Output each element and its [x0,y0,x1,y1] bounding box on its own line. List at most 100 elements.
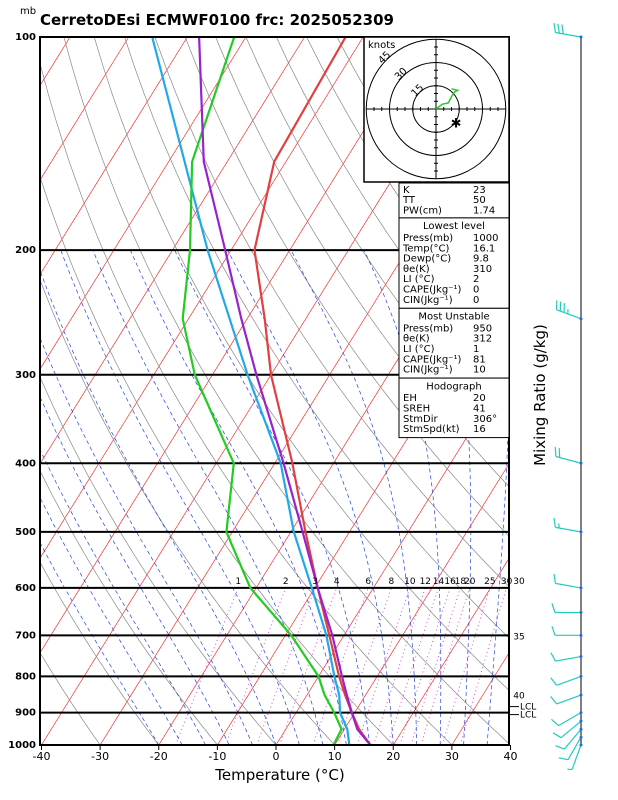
parcel-profile [198,37,372,745]
index-label: Press(mb) [403,323,453,334]
x-axis-title: Temperature (°C) [214,766,344,784]
moist-adiabat [40,448,207,745]
index-label: CAPE(Jkg⁻¹) [403,354,461,365]
x-tick-label: 40 [504,750,518,763]
index-label: StmSpd(kt) [403,424,460,435]
index-label: PW(cm) [403,205,442,216]
pressure-tick-label: 500 [15,527,36,538]
barb-flag [558,757,569,761]
index-label: Dewp(°C) [403,254,451,265]
barb-flag [551,603,556,613]
pressure-tick-label: 900 [15,708,36,719]
wind-barb [553,573,583,590]
moist-adiabat [40,269,277,745]
index-label: K [403,185,410,196]
index-value: 16 [473,424,486,435]
pressure-tick-label: 800 [15,671,36,682]
wind-barb [558,735,583,761]
index-value: 41 [473,404,486,415]
index-value: 1.74 [473,205,495,216]
isotherm [40,37,130,181]
index-label: Press(mb) [403,233,453,244]
pressure-tick-label: 300 [15,370,36,381]
wind-barb [555,727,583,750]
barb-base [579,461,583,465]
barb-base [579,530,583,534]
barb-base [579,611,583,615]
barb-base [579,735,583,739]
barb-base [579,586,583,590]
barb-base [579,674,583,678]
mixing-ratio-label: 18 [455,577,467,587]
mixing-ratio-label: 3 [312,577,318,587]
mixing-ratio-label: 20 [464,577,476,587]
dry-adiabat [154,37,509,588]
moist-adiabat [40,396,230,745]
index-label: EH [403,393,417,404]
barb-shaft [567,736,582,761]
index-label: CIN(Jkg⁻¹) [403,365,453,376]
x-axis-ticks: -40 -30 -20 -10 0 10 20 30 40 [33,745,518,763]
dry-adiabat [40,651,101,745]
profile-lines [151,37,372,745]
isotherm [334,463,509,745]
index-value: 16.1 [473,243,495,254]
wet-adiabat-label: 35 [513,632,524,642]
isotherm [40,37,364,559]
lcl-label: LCL [520,711,536,721]
dry-adiabat [40,61,453,745]
pressure-tick-label: 200 [15,245,36,256]
isotherm [40,37,188,276]
mixing-ratio-label: 6 [365,577,371,587]
mixing-ratio-label: 14 [433,577,445,587]
wind-barb [550,652,583,662]
barb-shaft [563,728,582,750]
barb-flag [555,745,565,750]
barb-shaft [556,694,582,705]
wind-barb [551,626,583,637]
x-tick-label: 10 [328,750,342,763]
wet-adiabat-label: 40 [513,692,525,702]
index-label: LI (°C) [403,344,435,355]
barb-flag [557,23,560,34]
index-label: Temp(°C) [402,243,450,254]
x-tick-label: 30 [445,750,459,763]
wind-barb [551,711,583,727]
barb-base [579,743,583,747]
barb-shaft [571,744,582,770]
index-label: SREH [403,404,430,415]
mixing-ratio-label: 10 [404,577,416,587]
wet-adiabat-label: 30 [513,577,525,587]
pressure-axis-ticks: 1000 900 800 700 600 500 400 300 200 100 [8,32,36,751]
index-value: 10 [473,365,486,376]
pressure-tick-label: 400 [15,458,36,469]
barb-base [579,633,583,637]
x-tick-label: -20 [150,750,168,763]
barb-flag [550,677,558,686]
x-tick-label: 0 [273,750,280,763]
chart-title: CerretoDEsi ECMWF0100 frc: 2025052309 [40,11,394,29]
index-value: 9.8 [473,254,489,265]
barb-shaft [558,712,582,727]
index-label: CAPE(Jkg⁻¹) [403,285,461,296]
barb-flag [561,24,564,34]
barb-base [579,719,583,723]
right-axis-title: Mixing Ratio (g/kg) [531,324,549,466]
index-value: 0 [473,295,479,306]
moist-adiabat [92,249,324,745]
barb-base [579,727,583,731]
barb-shaft [556,309,582,320]
mixing-ratio-label: 25 [484,577,495,587]
barb-shaft [555,582,582,589]
storm-motion-marker: ✱ [451,117,462,132]
wind-barb [553,517,583,534]
index-label: StmDir [403,414,438,425]
index-value: 310 [473,264,492,275]
moist-adiabat [227,249,394,745]
pressure-tick-label: 600 [15,583,36,594]
mixing-ratio-label: 12 [420,577,431,587]
index-value: 81 [473,354,486,365]
wind-barb [567,743,583,770]
barb-flag [550,696,558,705]
